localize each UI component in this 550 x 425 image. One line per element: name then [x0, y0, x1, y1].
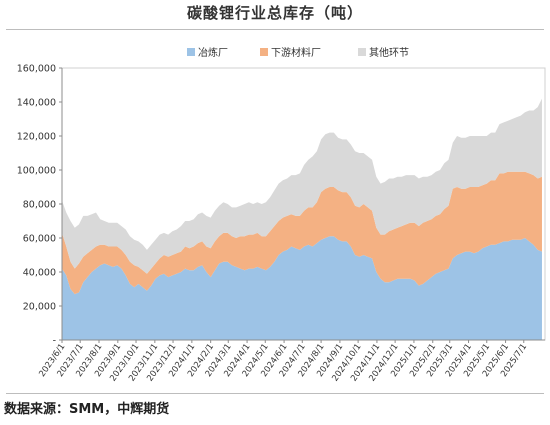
y-tick-label: -: [53, 336, 56, 347]
title-divider: [6, 29, 544, 30]
y-tick-label: 120,000: [17, 132, 56, 143]
legend-swatch-other: [358, 47, 366, 56]
area-series-0: [62, 236, 542, 340]
legend-swatch-smelter: [187, 47, 195, 56]
area-series-2: [62, 98, 542, 274]
legend-label-smelter: 冶炼厂: [198, 48, 228, 59]
y-tick-label: 100,000: [17, 166, 56, 177]
legend-swatch-downstream: [260, 47, 268, 56]
y-tick-label: 20,000: [23, 302, 56, 313]
y-tick-label: 160,000: [17, 64, 56, 75]
chart-title: 碳酸锂行业总库存（吨）: [186, 4, 363, 22]
y-tick-label: 40,000: [23, 268, 56, 279]
chart-legend: 冶炼厂 下游材料厂 其他环节: [0, 44, 550, 60]
legend-item-downstream: 下游材料厂: [260, 44, 321, 59]
y-tick-label: 60,000: [23, 234, 56, 245]
source-divider: [6, 393, 544, 394]
legend-item-other: 其他环节: [358, 44, 409, 59]
legend-label-downstream: 下游材料厂: [271, 48, 321, 59]
y-tick-label: 80,000: [23, 200, 56, 211]
y-tick-label: 140,000: [17, 98, 56, 109]
legend-label-other: 其他环节: [369, 48, 409, 59]
source-note: 数据来源：SMM，中辉期货: [4, 402, 170, 417]
area-series-1: [62, 171, 542, 295]
legend-item-smelter: 冶炼厂: [187, 44, 228, 59]
